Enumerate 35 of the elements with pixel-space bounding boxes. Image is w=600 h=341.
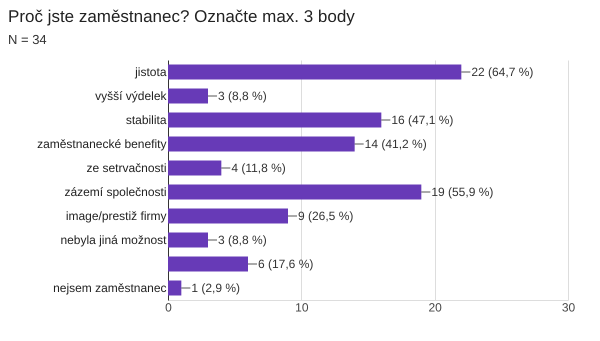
x-tick-label: 30	[562, 300, 576, 314]
y-tick-label: ze setrvačnosti	[86, 161, 166, 175]
x-tick-label: 0	[165, 300, 172, 314]
y-tick-label: nebyla jiná možnost	[60, 233, 168, 247]
bar	[168, 136, 355, 152]
data-label: 22 (64,7 %)	[471, 65, 534, 79]
data-label: 1 (2,9 %)	[191, 281, 240, 295]
y-tick-label: stabilita	[126, 113, 167, 127]
bar	[168, 280, 182, 296]
data-label: 3 (8,8 %)	[218, 233, 267, 247]
bar	[168, 64, 462, 80]
text: N = 34	[8, 32, 47, 47]
bar	[168, 88, 208, 104]
y-tick-label: nejsem zaměstnanec	[53, 281, 166, 295]
bar	[168, 208, 288, 224]
x-tick-label: 20	[428, 300, 442, 314]
data-label: 19 (55,9 %)	[431, 185, 494, 199]
bar	[168, 112, 382, 128]
data-label: 9 (26,5 %)	[298, 209, 354, 223]
data-label: 4 (11,8 %)	[231, 161, 286, 175]
x-tick-label: 10	[295, 300, 309, 314]
bar	[168, 256, 248, 272]
y-tick-label: vyšší výdelek	[95, 89, 168, 103]
data-label: 16 (47,1 %)	[391, 113, 454, 127]
data-label: 14 (41,2 %)	[364, 137, 427, 151]
y-tick-label: zázemí společnosti	[64, 185, 166, 199]
y-tick-label: image/prestiž firmy	[66, 209, 166, 223]
bar	[168, 160, 222, 176]
y-tick-label: zaměstnanecké benefity	[37, 137, 166, 151]
bar	[168, 232, 208, 248]
chart-title: Proč jste zaměstnanec? Označte max. 3 body	[8, 7, 356, 26]
y-tick-label: jistota	[134, 65, 167, 79]
data-label: 6 (17,6 %)	[258, 257, 314, 271]
bar	[168, 184, 422, 200]
data-label: 3 (8,8 %)	[218, 89, 267, 103]
